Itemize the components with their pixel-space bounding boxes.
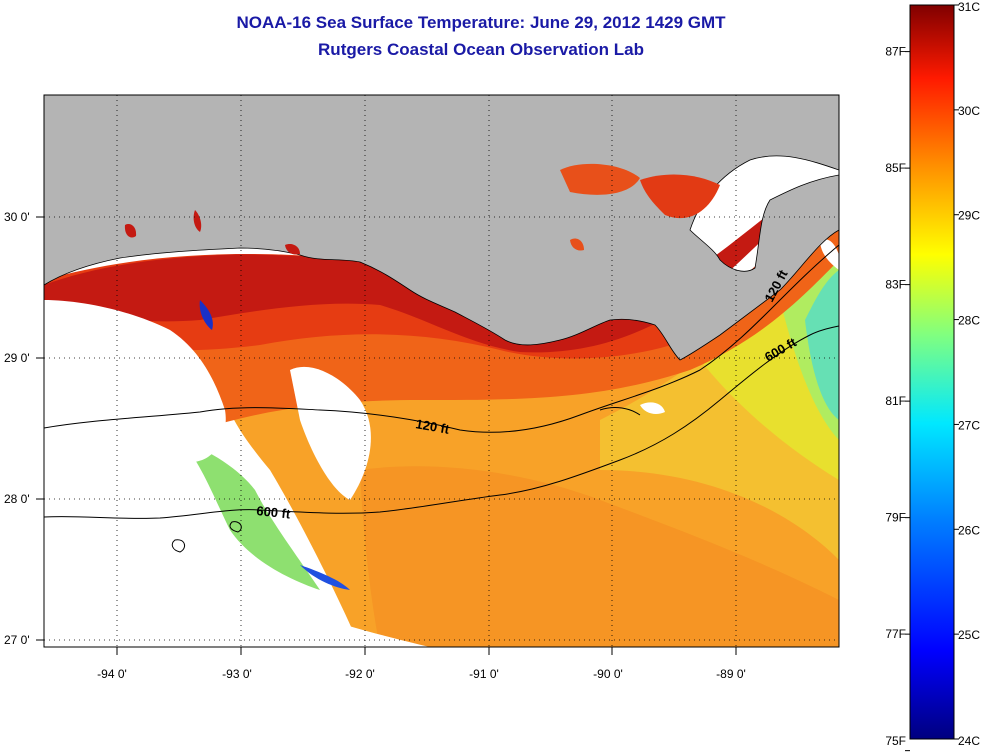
map-subtitle: Rutgers Coastal Ocean Observation Lab — [318, 40, 644, 59]
inland-water — [124, 163, 720, 255]
colorbar-fahrenheit-label: 85F — [885, 161, 906, 175]
bathymetry-contours — [44, 244, 839, 553]
latitude-labels: 30 0' 29 0' 28 0' 27 0' — [4, 210, 30, 647]
colorbar-fahrenheit-label: 75F — [885, 734, 906, 748]
lat-label: 27 0' — [4, 633, 30, 647]
map-title: NOAA-16 Sea Surface Temperature: June 29… — [236, 13, 726, 32]
contour-600ft — [44, 325, 839, 519]
temperature-colorbar: 31C 30C 29C 28C 27C 26C 25C 24C 87F 85F 83F 81F 79F 7… — [885, 0, 980, 752]
lon-label: -90 0' — [593, 667, 623, 681]
colorbar-celsius-label: 31C — [958, 0, 980, 14]
contour-label: 600 ft — [256, 503, 292, 522]
map-panel: 120 ft 120 ft 600 ft 600 ft — [44, 95, 839, 647]
colorbar-fahrenheit-label: 77F — [885, 627, 906, 641]
lat-label: 30 0' — [4, 210, 30, 224]
colorbar-celsius-label: 30C — [958, 104, 980, 118]
colorbar-celsius-label: 25C — [958, 628, 980, 642]
lon-label: -92 0' — [345, 667, 375, 681]
lat-label: 29 0' — [4, 351, 30, 365]
colorbar-celsius-label: 27C — [958, 418, 980, 432]
colorbar-gradient — [909, 4, 955, 740]
longitude-labels: -94 0' -93 0' -92 0' -91 0' -90 0' -89 0… — [97, 667, 746, 681]
land-mass — [44, 95, 839, 361]
colorbar-celsius-label: 24C — [958, 734, 980, 748]
lon-label: -89 0' — [716, 667, 746, 681]
graticule — [44, 95, 839, 647]
colorbar-fahrenheit-label: 83F — [885, 278, 906, 292]
colorbar-celsius-label: 28C — [958, 314, 980, 328]
lon-label: -93 0' — [222, 667, 252, 681]
colorbar-fahrenheit-label: 81F — [885, 394, 906, 408]
colorbar-ticks: 31C 30C 29C 28C 27C 26C 25C 24C 87F 85F 83F 81F 79F 7… — [885, 0, 980, 752]
lon-label: -94 0' — [97, 667, 127, 681]
lat-label: 28 0' — [4, 492, 30, 506]
colorbar-fahrenheit-label: 79F — [885, 511, 906, 525]
contour-label: 120 ft — [414, 416, 451, 437]
axis-ticks — [36, 216, 737, 655]
colorbar-celsius-label: 29C — [958, 209, 980, 223]
colorbar-fahrenheit-label: 87F — [885, 45, 906, 59]
map-frame — [43, 94, 840, 648]
colorbar-celsius-label: 26C — [958, 523, 980, 537]
lon-label: -91 0' — [469, 667, 499, 681]
contour-120ft — [44, 244, 839, 433]
sst-field — [44, 175, 839, 647]
